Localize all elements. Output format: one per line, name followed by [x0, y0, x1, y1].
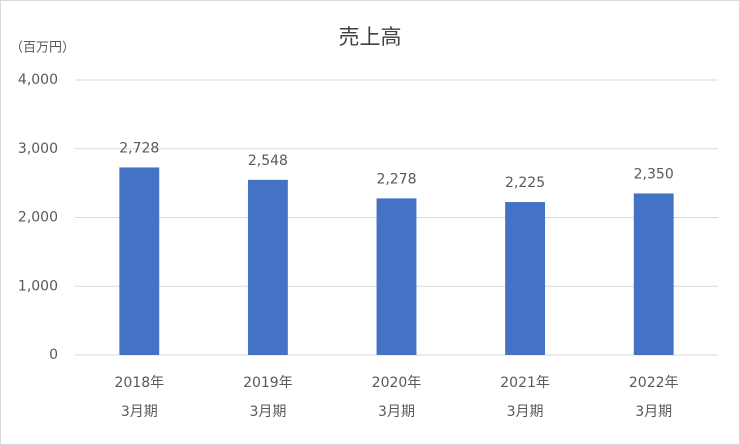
x-tick-label: 2020年 — [372, 375, 422, 391]
bar — [119, 167, 160, 355]
x-tick-label: 3月期 — [378, 404, 415, 420]
x-tick-label: 3月期 — [121, 404, 158, 420]
x-tick-label: 3月期 — [249, 404, 286, 420]
y-tick-label: 1,000 — [18, 278, 58, 294]
bar — [376, 198, 417, 355]
data-label: 2,225 — [505, 175, 545, 191]
x-tick-label: 3月期 — [507, 404, 544, 420]
chart-title: 売上高 — [339, 25, 402, 49]
x-tick-label: 2019年 — [243, 375, 293, 391]
y-tick-label: 2,000 — [18, 210, 58, 226]
y-tick-label: 0 — [49, 347, 58, 363]
x-tick-label: 2021年 — [500, 375, 550, 391]
bar — [505, 202, 546, 355]
data-label: 2,548 — [248, 153, 288, 169]
data-label: 2,728 — [119, 140, 159, 156]
bar — [247, 179, 288, 355]
x-tick-label: 2022年 — [629, 375, 679, 391]
y-axis-label: （百万円） — [10, 41, 75, 56]
data-label: 2,350 — [634, 166, 674, 182]
x-tick-label: 3月期 — [635, 404, 672, 420]
x-tick-label: 2018年 — [114, 375, 164, 391]
y-tick-label: 4,000 — [18, 72, 58, 88]
y-tick-label: 3,000 — [18, 141, 58, 157]
bar — [633, 193, 674, 355]
data-label: 2,278 — [376, 171, 416, 187]
